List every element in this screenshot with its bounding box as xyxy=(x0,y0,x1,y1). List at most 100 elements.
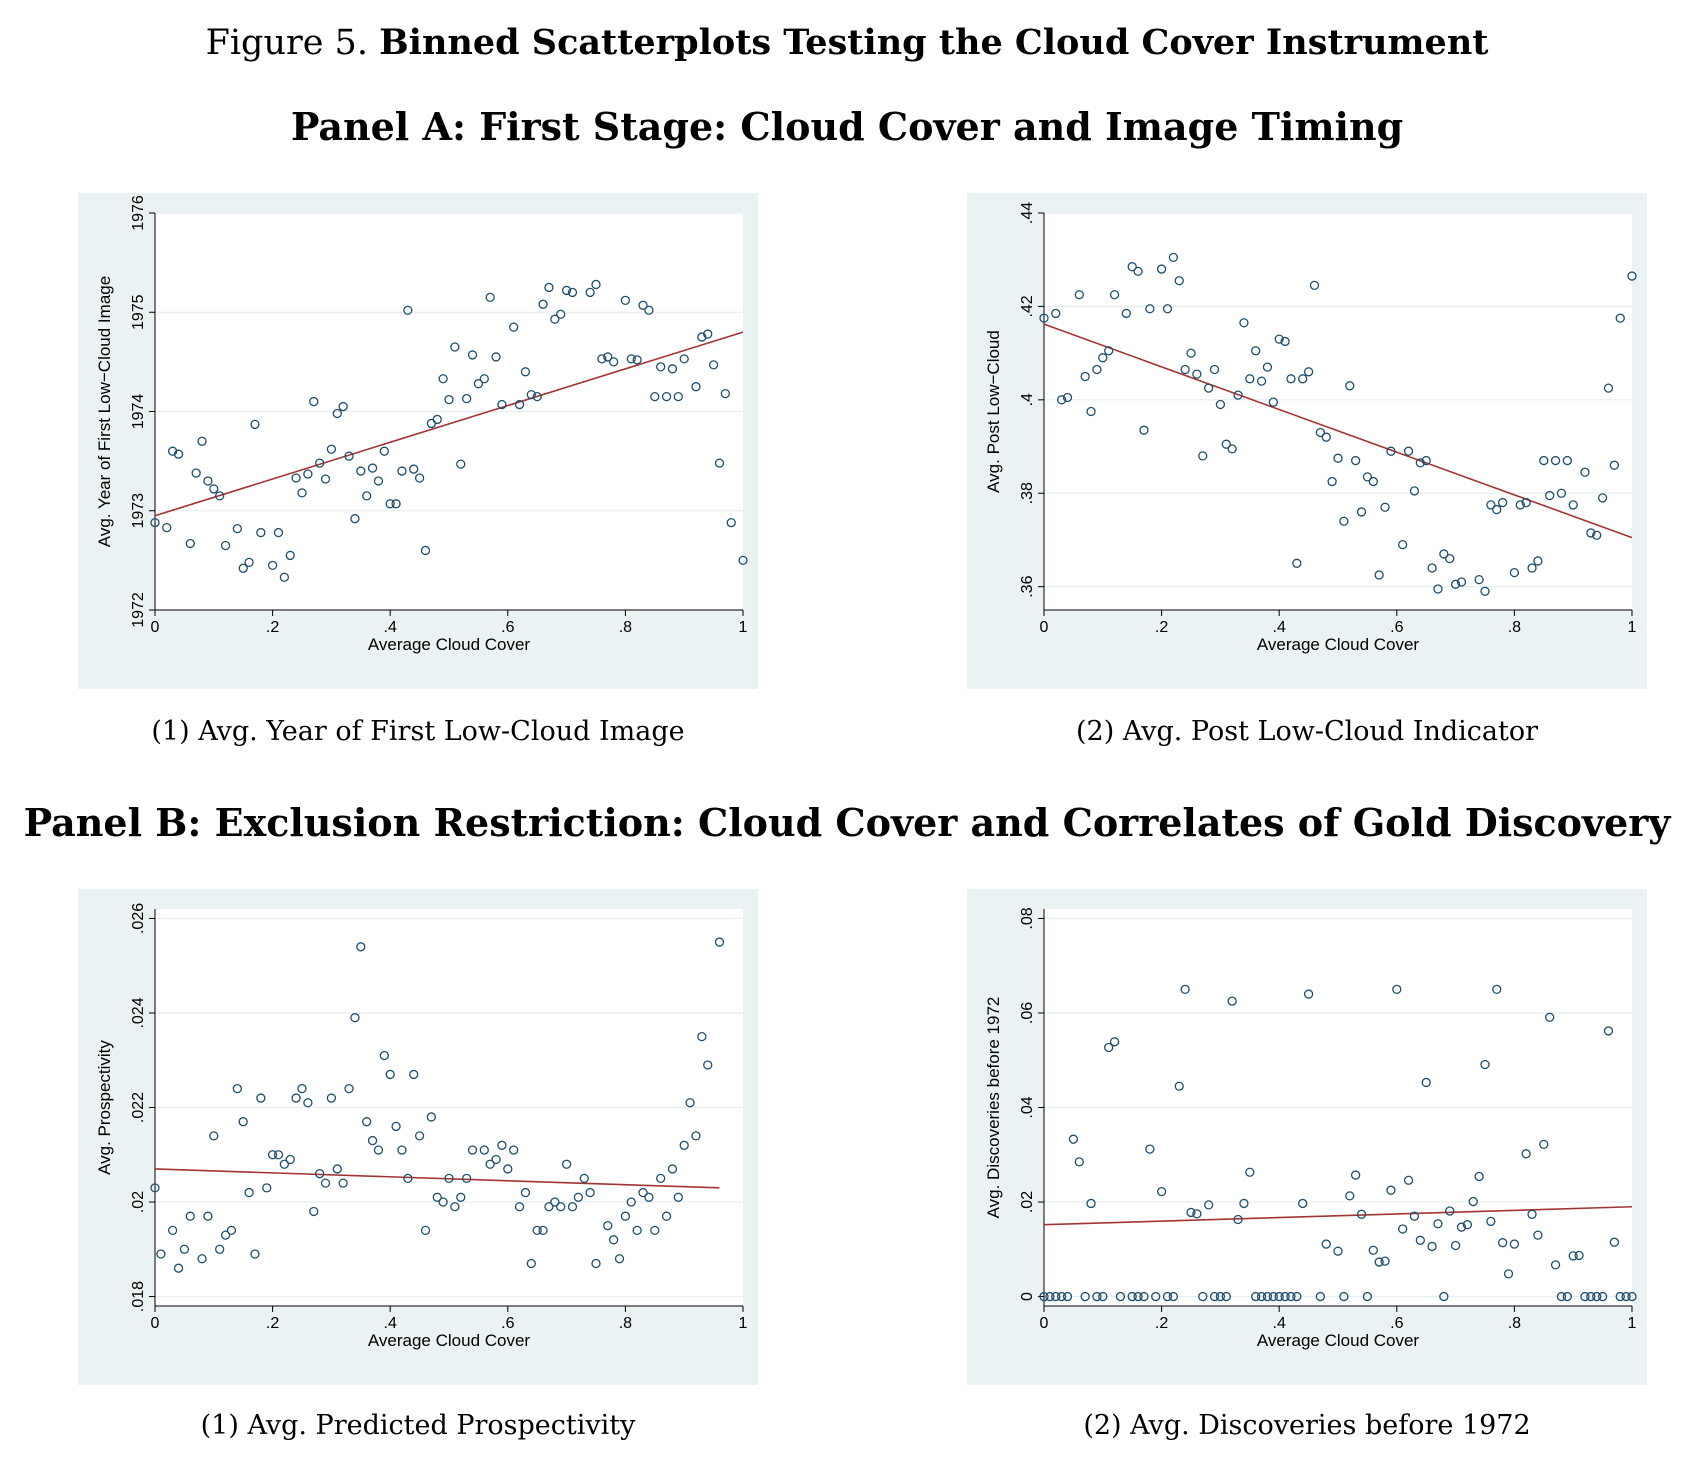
data-point xyxy=(1556,488,1567,498)
data-point xyxy=(344,451,354,461)
data-point xyxy=(438,1197,448,1207)
data-point xyxy=(1456,1222,1467,1232)
data-point xyxy=(162,522,172,533)
data-point xyxy=(1268,1291,1278,1302)
data-point xyxy=(550,1197,560,1207)
data-point xyxy=(1315,1291,1326,1302)
data-point xyxy=(1109,290,1120,300)
data-point xyxy=(479,374,489,384)
data-point xyxy=(456,1192,466,1202)
data-point xyxy=(1280,1291,1290,1302)
data-point xyxy=(1368,476,1378,487)
data-point xyxy=(232,1083,242,1094)
data-point xyxy=(285,550,295,561)
y-tick-label: .06 xyxy=(1019,1002,1036,1024)
chart-a1-svg: 0 .2 .4 .6 .8 1 1972 1973 1974 1975 1976 Average Cl… xyxy=(78,193,758,689)
data-point xyxy=(1339,1291,1349,1302)
caption-a1: (1) Avg. Year of First Low-Cloud Image xyxy=(151,716,685,747)
x-tick-label: .2 xyxy=(266,1315,279,1332)
data-point xyxy=(1074,290,1084,300)
data-point xyxy=(1615,313,1625,323)
panel-a-title: Panel A: First Stage: Cloud Cover and Im… xyxy=(290,104,1404,149)
data-point xyxy=(509,322,519,332)
data-point xyxy=(1398,1224,1408,1234)
data-point xyxy=(1621,1291,1631,1302)
panel-b-title: Panel B: Exclusion Restriction: Cloud Co… xyxy=(23,800,1671,845)
y-tick-label: .024 xyxy=(130,997,147,1028)
data-point xyxy=(362,491,372,501)
data-point xyxy=(1362,1291,1373,1302)
data-point xyxy=(1350,1170,1361,1180)
data-point xyxy=(244,557,254,568)
data-point xyxy=(1056,1291,1067,1302)
data-point xyxy=(1156,264,1167,274)
data-point xyxy=(667,1164,678,1174)
data-point xyxy=(1445,1206,1455,1216)
data-point xyxy=(362,1117,372,1127)
data-point xyxy=(1080,371,1090,382)
data-point xyxy=(256,527,266,538)
data-point xyxy=(1045,1291,1055,1302)
fit-line xyxy=(154,1168,720,1189)
data-point xyxy=(650,1225,660,1236)
data-point xyxy=(1627,271,1637,281)
x-tick-label: 0 xyxy=(151,619,160,636)
data-point xyxy=(1156,1186,1167,1197)
data-point xyxy=(1521,1149,1531,1159)
data-point xyxy=(1133,1291,1143,1302)
data-point xyxy=(509,1145,519,1155)
data-point xyxy=(297,488,307,498)
data-point xyxy=(1174,1081,1184,1091)
y-tick-label: 1974 xyxy=(130,394,147,430)
data-point xyxy=(1180,364,1190,375)
data-point xyxy=(585,1187,595,1198)
data-point xyxy=(561,1159,572,1169)
data-point xyxy=(1374,570,1384,580)
data-point xyxy=(167,1225,178,1236)
data-point xyxy=(273,527,284,538)
data-point xyxy=(1562,1291,1572,1302)
data-point xyxy=(1386,446,1396,456)
data-point xyxy=(514,1202,525,1212)
chart-a1: 0 .2 .4 .6 .8 1 1972 1973 1974 1975 1976 Average Cl… xyxy=(78,193,758,693)
data-point xyxy=(267,1150,278,1160)
data-point xyxy=(191,468,201,478)
data-point xyxy=(497,399,507,410)
data-point xyxy=(1121,308,1131,319)
data-point xyxy=(538,1225,548,1236)
data-point xyxy=(1233,1214,1243,1225)
data-point xyxy=(391,499,401,509)
data-point xyxy=(1386,1185,1396,1195)
data-point xyxy=(367,463,378,473)
data-point xyxy=(1198,451,1208,461)
data-point xyxy=(420,1225,431,1236)
fit-line xyxy=(1043,323,1633,539)
data-point xyxy=(661,1211,672,1221)
plot-area xyxy=(1044,213,1632,610)
data-point xyxy=(1603,383,1614,393)
data-point xyxy=(1203,1200,1214,1210)
data-point xyxy=(1256,1291,1267,1302)
chart-b2: 0 .2 .4 .6 .8 1 0 .02 .04 .06 .08 Average Cloud Cov… xyxy=(967,889,1647,1389)
data-point xyxy=(1068,1134,1079,1144)
data-point xyxy=(644,305,654,315)
data-point xyxy=(1109,1037,1120,1047)
data-point xyxy=(497,1140,507,1150)
data-point xyxy=(644,1192,654,1202)
figure-label: Figure 5. xyxy=(205,23,368,63)
data-point xyxy=(1439,1291,1449,1302)
data-point xyxy=(685,1098,695,1108)
data-point xyxy=(1133,266,1143,277)
data-point xyxy=(385,1069,395,1080)
data-point xyxy=(1362,472,1373,482)
data-point xyxy=(603,1221,613,1231)
data-point xyxy=(532,1225,542,1236)
data-point xyxy=(1580,1291,1590,1302)
data-point xyxy=(150,1183,160,1193)
data-point xyxy=(1203,383,1214,393)
x-tick-label: .4 xyxy=(384,619,397,636)
data-point xyxy=(1627,1291,1637,1302)
data-point xyxy=(350,514,360,524)
data-point xyxy=(638,300,648,310)
data-point xyxy=(1245,374,1255,384)
